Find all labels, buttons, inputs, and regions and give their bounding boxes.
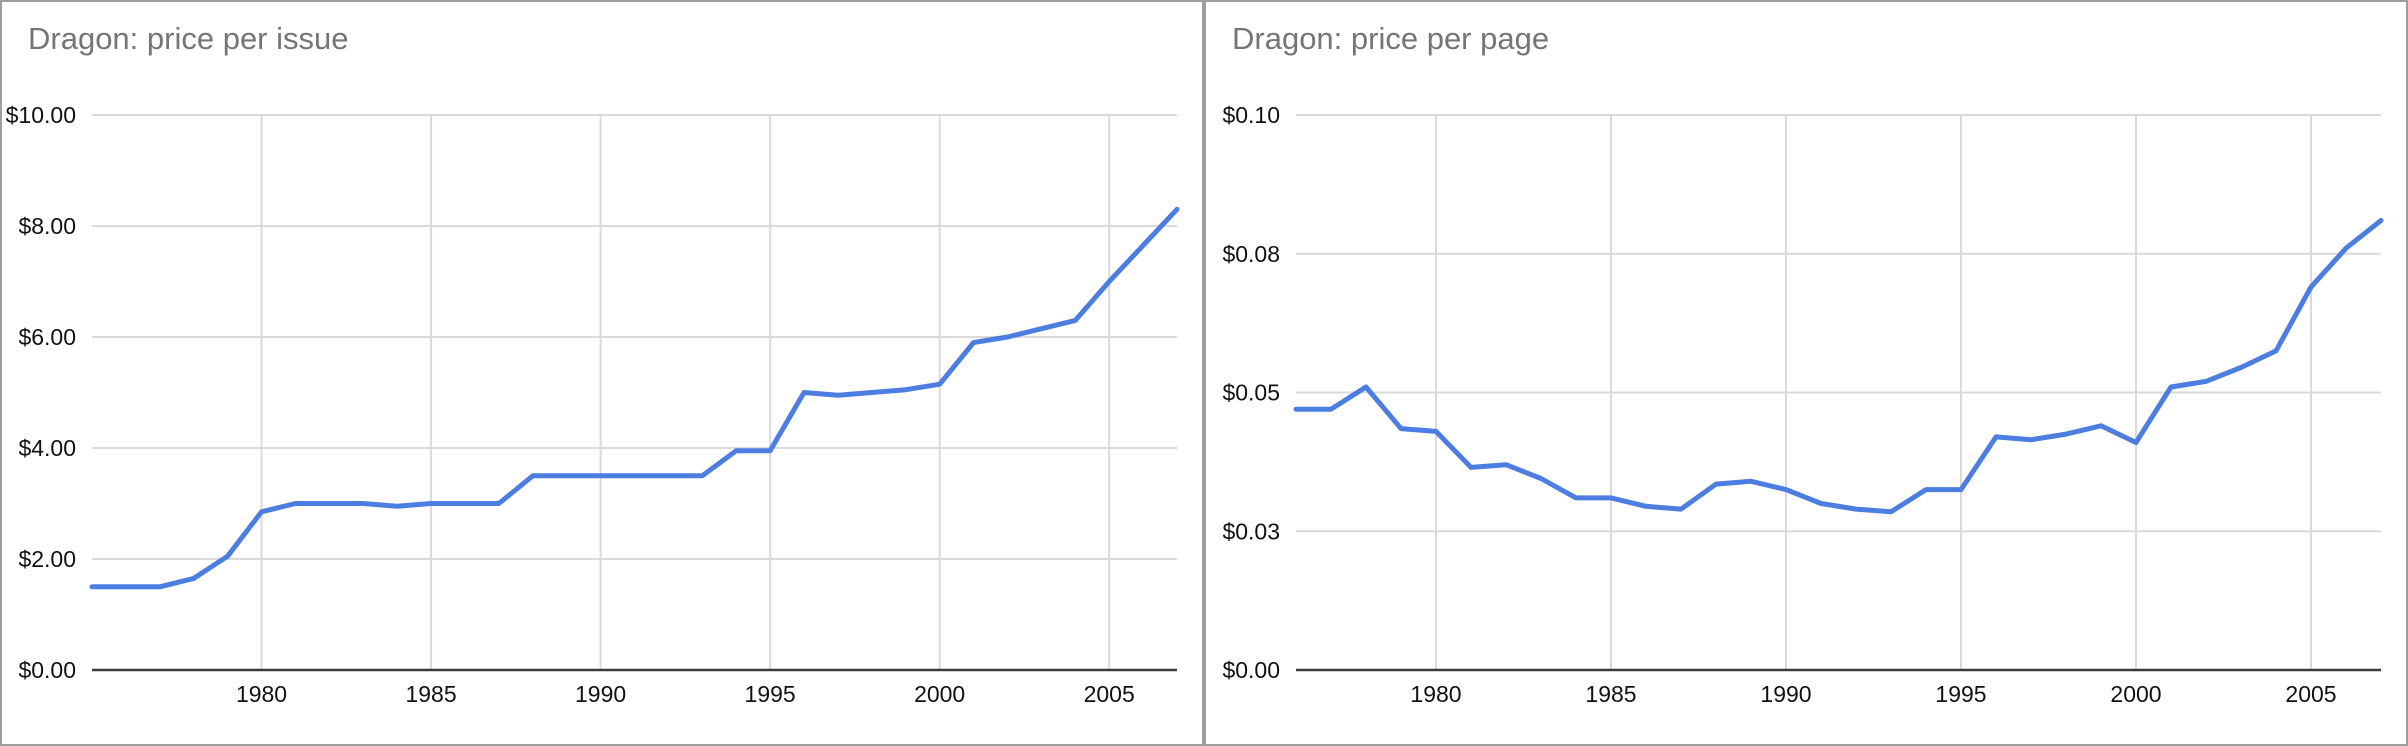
- data-line: [89, 206, 1180, 590]
- x-axis-tick-label: 1990: [575, 681, 626, 707]
- plot-area: 1980 1985 1990 1995 2000 2005 $0.00 $2.00 $4.00 $…: [6, 102, 1180, 707]
- x-axis-tick-label: 1980: [236, 681, 287, 707]
- x-axis-tick-label: 2005: [2285, 681, 2336, 707]
- y-axis-tick-label: $6.00: [18, 324, 76, 350]
- data-line: [1293, 218, 2384, 515]
- y-axis-tick-label: $0.05: [1222, 380, 1280, 406]
- y-axis-tick-label: $0.00: [18, 657, 76, 683]
- x-axis-tick-label: 1990: [1760, 681, 1811, 707]
- y-axis-tick-label: $0.10: [1222, 102, 1280, 128]
- x-axis-tick-label: 2000: [2110, 681, 2161, 707]
- x-axis-tick-label: 2000: [914, 681, 965, 707]
- x-axis-tick-label: 2005: [1084, 681, 1135, 707]
- y-axis-tick-label: $2.00: [18, 546, 76, 572]
- y-axis-tick-label: $0.08: [1222, 241, 1280, 267]
- x-axis-tick-label: 1995: [745, 681, 796, 707]
- y-axis-tick-label: $4.00: [18, 435, 76, 461]
- plot-area: 1980 1985 1990 1995 2000 2005 $0.00 $0.03 $0.05 $…: [1222, 102, 2384, 707]
- price-per-issue-line-chart: Dragon: price per issue 1980 1985 1990 1995…: [6, 21, 1180, 707]
- x-axis-tick-label: 1980: [1410, 681, 1461, 707]
- price-per-page-line-chart: Dragon: price per page 1980 1985 1990 1995 2…: [1222, 21, 2384, 707]
- y-axis-tick-label: $8.00: [18, 213, 76, 239]
- y-axis-tick-label: $0.03: [1222, 518, 1280, 544]
- chart-title: Dragon: price per issue: [28, 21, 349, 56]
- chart-title: Dragon: price per page: [1232, 21, 1549, 56]
- chart-panel-price-per-issue: Dragon: price per issue 1980 1985 1990 1995…: [0, 0, 1204, 746]
- y-axis-tick-label: $10.00: [6, 102, 76, 128]
- x-axis-tick-label: 1985: [1585, 681, 1636, 707]
- chart-panel-price-per-page: Dragon: price per page 1980 1985 1990 1995 2…: [1204, 0, 2408, 746]
- x-axis-tick-label: 1995: [1935, 681, 1986, 707]
- x-axis-tick-label: 1985: [405, 681, 456, 707]
- y-axis-tick-label: $0.00: [1222, 657, 1280, 683]
